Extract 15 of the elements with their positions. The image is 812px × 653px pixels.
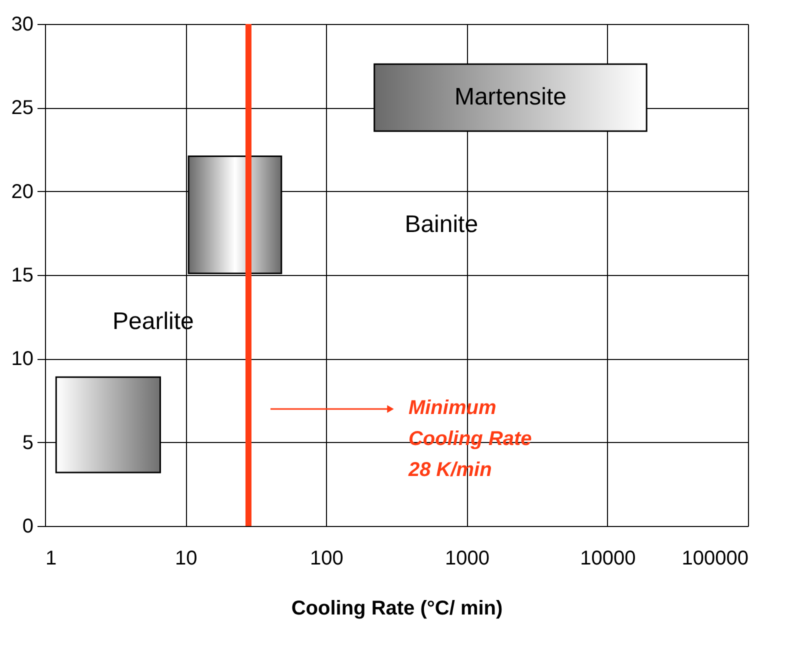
y-tick-label: 20 <box>11 180 34 203</box>
y-tick-label: 30 <box>11 14 34 36</box>
x-tick-label: 100 <box>310 548 344 570</box>
x-tick-label: 10000 <box>580 548 636 570</box>
x-tick-label: 1000 <box>445 548 490 570</box>
x-tick-label: 10 <box>174 548 198 570</box>
y-tick-label: 5 <box>22 432 34 454</box>
annotation: Martensite <box>454 84 566 111</box>
y-tick-label: 15 <box>11 264 34 286</box>
y-tick-label: 25 <box>11 97 34 120</box>
y-tick-label: 10 <box>11 348 34 370</box>
x-tick-label: 100000 <box>682 548 748 570</box>
y-tick-label: 0 <box>22 516 34 538</box>
x-axis-title: Cooling Rate (°C/ min) <box>291 598 503 620</box>
x-tick-label: 1 <box>46 548 57 570</box>
